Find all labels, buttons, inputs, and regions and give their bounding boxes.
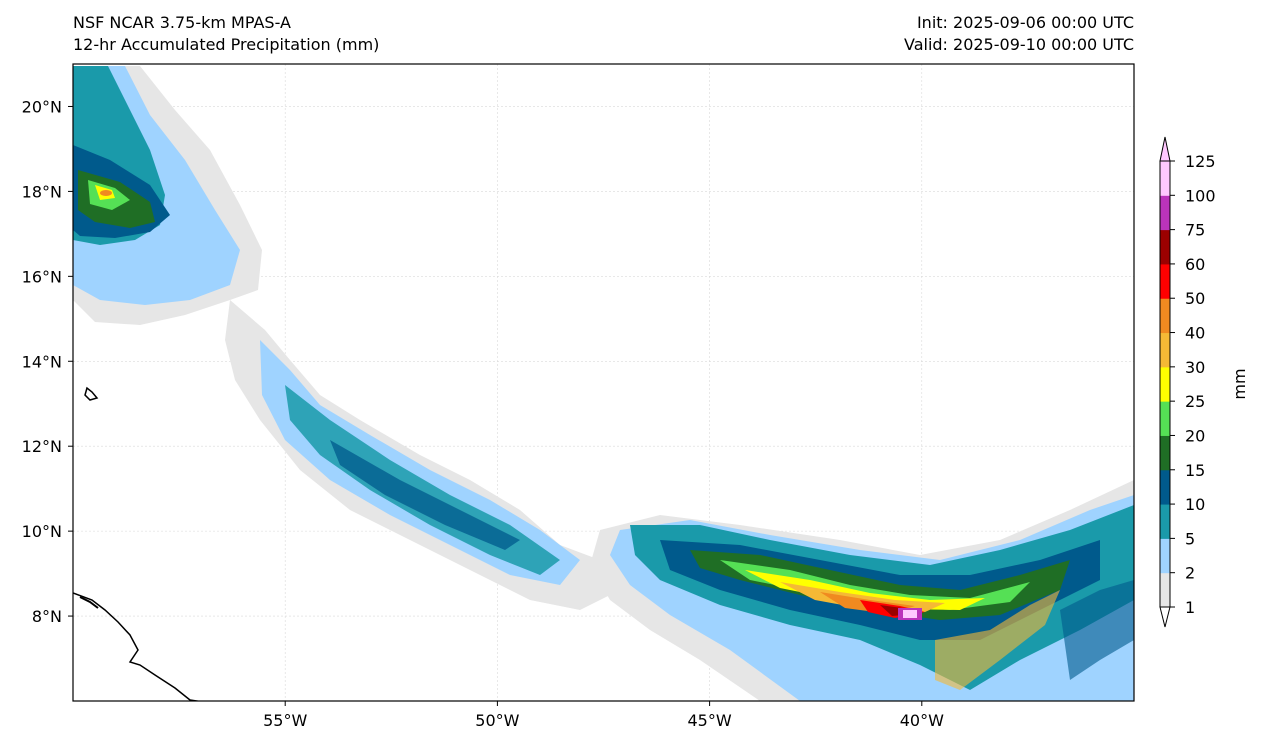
map-plot-area <box>73 64 1134 701</box>
colorbar-tick-label: 125 <box>1185 152 1216 171</box>
longitude-ticks: 55°W 50°W 45°W 40°W <box>263 701 944 730</box>
lat-tick-label: 12°N <box>22 437 62 456</box>
colorbar-tick-label: 40 <box>1185 324 1205 343</box>
valid-time: Valid: 2025-09-10 00:00 UTC <box>903 35 1134 54</box>
colorbar-tick-label: 10 <box>1185 495 1205 514</box>
lat-tick-label: 10°N <box>22 522 62 541</box>
precip-band-tail <box>225 300 620 610</box>
lat-tick-label: 8°N <box>32 607 62 626</box>
init-time: Init: 2025-09-06 00:00 UTC <box>916 13 1134 32</box>
lat-tick-label: 16°N <box>22 267 62 286</box>
lon-tick-label: 55°W <box>263 711 307 730</box>
lat-tick-label: 20°N <box>22 97 62 116</box>
colorbar-segment <box>1160 229 1170 265</box>
colorbar-tick-label: 15 <box>1185 461 1205 480</box>
colorbar-tick-label: 25 <box>1185 392 1205 411</box>
lon-tick-label: 45°W <box>688 711 732 730</box>
colorbar-segment <box>1160 298 1170 334</box>
colorbar-tick-label: 60 <box>1185 255 1205 274</box>
colorbar-segment <box>1160 538 1170 574</box>
colorbar-tick-label: 50 <box>1185 289 1205 308</box>
colorbar-max-extension <box>1159 136 1171 162</box>
lon-tick-label: 40°W <box>900 711 944 730</box>
field-title: 12-hr Accumulated Precipitation (mm) <box>73 35 380 54</box>
model-title: NSF NCAR 3.75-km MPAS-A <box>73 13 291 32</box>
colorbar-segment <box>1160 366 1170 402</box>
colorbar-segment <box>1160 435 1170 471</box>
colorbar-min-extension <box>1159 606 1171 628</box>
colorbar-units-label: mm <box>1230 368 1249 399</box>
colorbar-segment <box>1160 263 1170 299</box>
coastline <box>73 386 202 701</box>
colorbar-segment <box>1160 332 1170 368</box>
colorbar-segment <box>1160 504 1170 539</box>
colorbar-tick-label: 5 <box>1185 529 1195 548</box>
lon-tick-label: 50°W <box>475 711 519 730</box>
map-frame <box>72 63 1135 702</box>
colorbar-segment <box>1160 161 1170 196</box>
precip-band-main <box>590 480 1134 701</box>
precip-cluster-northwest <box>73 66 262 325</box>
colorbar-tick-label: 2 <box>1185 564 1195 583</box>
colorbar-segment <box>1160 401 1170 436</box>
colorbar-segment <box>1160 195 1170 231</box>
colorbar-tick-label: 100 <box>1185 186 1216 205</box>
colorbar-segment <box>1160 572 1170 608</box>
latitude-ticks: 8°N 10°N 12°N 14°N 16°N 18°N 20°N <box>22 97 73 626</box>
lat-tick-label: 14°N <box>22 352 62 371</box>
colorbar-frame <box>1159 160 1171 608</box>
colorbar-tick-label: 75 <box>1185 221 1205 240</box>
colorbar-segment <box>1160 469 1170 505</box>
colorbar-tick-label: 30 <box>1185 358 1205 377</box>
colorbar-tick-label: 1 <box>1185 598 1195 617</box>
lat-tick-label: 18°N <box>22 182 62 201</box>
island-outline <box>84 386 99 401</box>
colorbar-tick-label: 20 <box>1185 426 1205 445</box>
